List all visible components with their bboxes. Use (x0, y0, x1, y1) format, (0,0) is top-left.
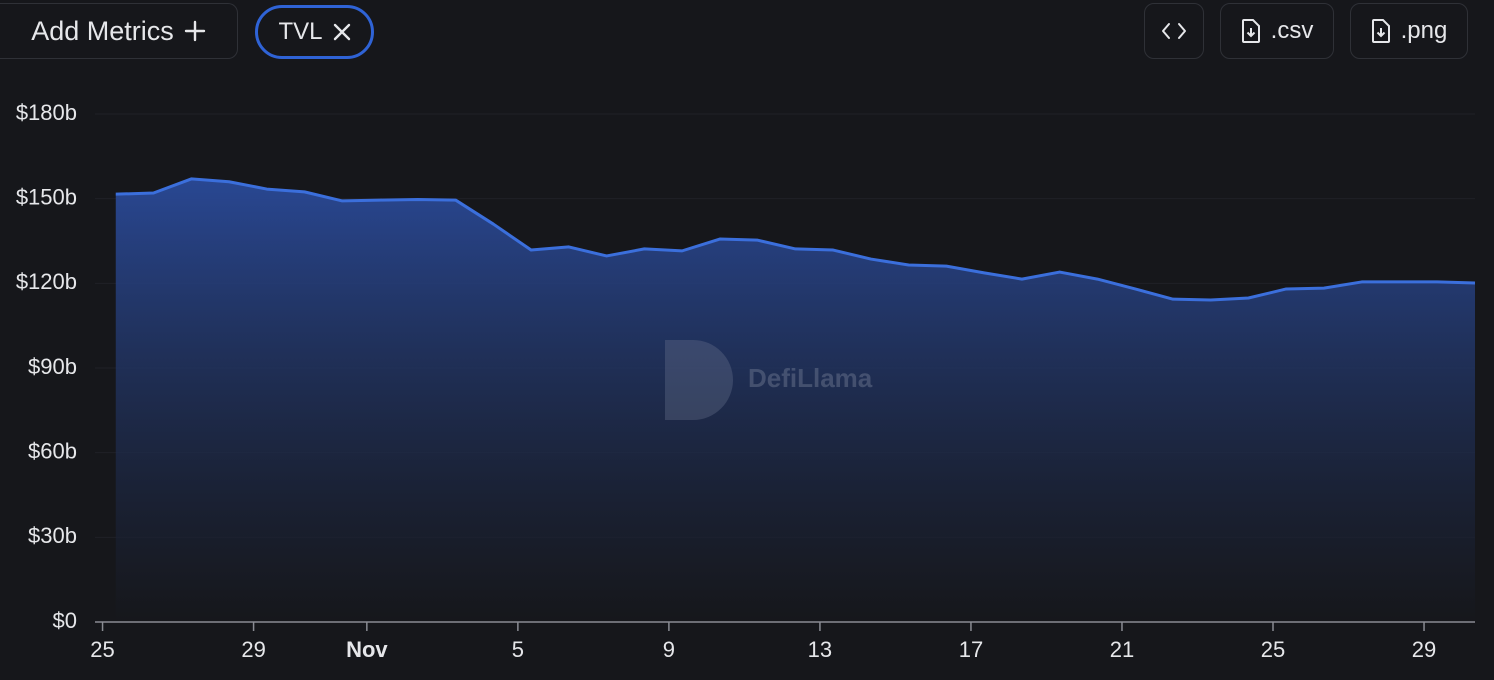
x-tick-label: 21 (1110, 637, 1134, 662)
close-icon[interactable] (333, 23, 351, 41)
png-download-button[interactable]: .png (1350, 3, 1468, 59)
x-tick-label: 29 (241, 637, 265, 662)
metric-chip[interactable]: TVL (255, 5, 374, 59)
watermark-text: DefiLlama (748, 363, 873, 393)
axes: $0 $30b $60b $90b $120b $150b $180b 25 29 Nov 5 9 13… (16, 100, 1475, 662)
y-tick-label: $30b (28, 523, 77, 548)
x-tick-label: 13 (808, 637, 832, 662)
csv-download-button[interactable]: .csv (1220, 3, 1334, 59)
add-metrics-button[interactable]: Add Metrics (0, 3, 238, 59)
embed-button[interactable] (1144, 3, 1204, 59)
y-tick-label: $90b (28, 354, 77, 379)
y-tick-label: $0 (53, 608, 77, 633)
y-tick-label: $60b (28, 438, 77, 463)
x-tick-label: 9 (663, 637, 675, 662)
x-tick-label: 25 (90, 637, 114, 662)
x-tick-label: 5 (512, 637, 524, 662)
chip-label: TVL (278, 18, 323, 45)
button-label: .png (1400, 17, 1448, 44)
code-icon (1162, 23, 1186, 39)
area (115, 178, 1475, 622)
line (115, 177, 1476, 302)
x-tick-label: 25 (1261, 637, 1285, 662)
y-tick-label: $150b (16, 184, 77, 209)
y-tick-label: $120b (16, 269, 77, 294)
x-tick-label: 17 (959, 637, 983, 662)
plus-icon (184, 20, 205, 42)
file-icon (1371, 19, 1390, 43)
x-tick-label: 29 (1412, 637, 1436, 662)
chart: DefiLlama $0 $30b $60b $90b $120b $150b $180b 2… (16, 100, 1476, 662)
x-tick-label: Nov (346, 637, 388, 662)
y-tick-label: $180b (16, 100, 77, 125)
button-label: Add Metrics (31, 15, 174, 46)
button-label: .csv (1270, 17, 1314, 44)
file-icon (1241, 19, 1260, 43)
watermark: DefiLlama (665, 340, 873, 420)
plot (115, 177, 1476, 622)
